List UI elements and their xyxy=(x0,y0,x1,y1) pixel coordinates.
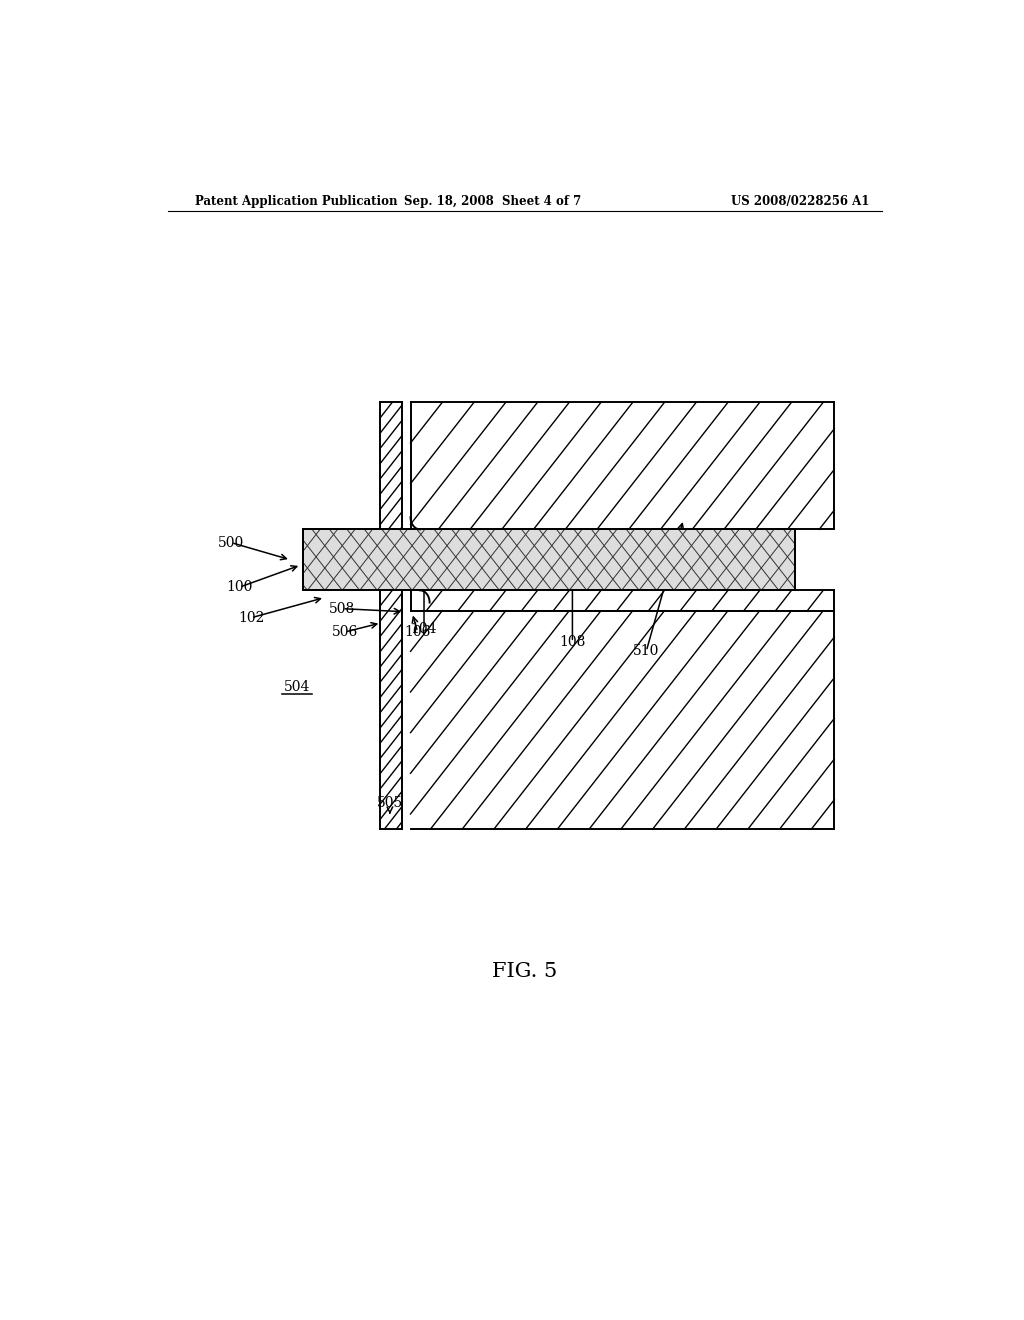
Text: 500: 500 xyxy=(218,536,245,549)
Text: 504: 504 xyxy=(284,680,310,694)
Text: 502: 502 xyxy=(311,558,338,572)
Text: 505: 505 xyxy=(377,796,403,809)
Text: 106: 106 xyxy=(404,626,431,639)
Text: US 2008/0228256 A1: US 2008/0228256 A1 xyxy=(731,194,869,207)
Bar xyxy=(303,529,795,590)
Bar xyxy=(411,403,835,529)
Text: Sep. 18, 2008  Sheet 4 of 7: Sep. 18, 2008 Sheet 4 of 7 xyxy=(404,194,582,207)
Text: 508: 508 xyxy=(329,602,355,615)
Text: 104: 104 xyxy=(411,622,437,636)
Text: 506: 506 xyxy=(332,626,357,639)
Text: FIG. 5: FIG. 5 xyxy=(493,962,557,981)
Text: 510: 510 xyxy=(633,644,659,659)
Text: Patent Application Publication: Patent Application Publication xyxy=(196,194,398,207)
Text: 102: 102 xyxy=(238,611,264,624)
Bar xyxy=(303,529,795,590)
Text: 108: 108 xyxy=(559,635,586,649)
Text: 100: 100 xyxy=(226,581,252,594)
